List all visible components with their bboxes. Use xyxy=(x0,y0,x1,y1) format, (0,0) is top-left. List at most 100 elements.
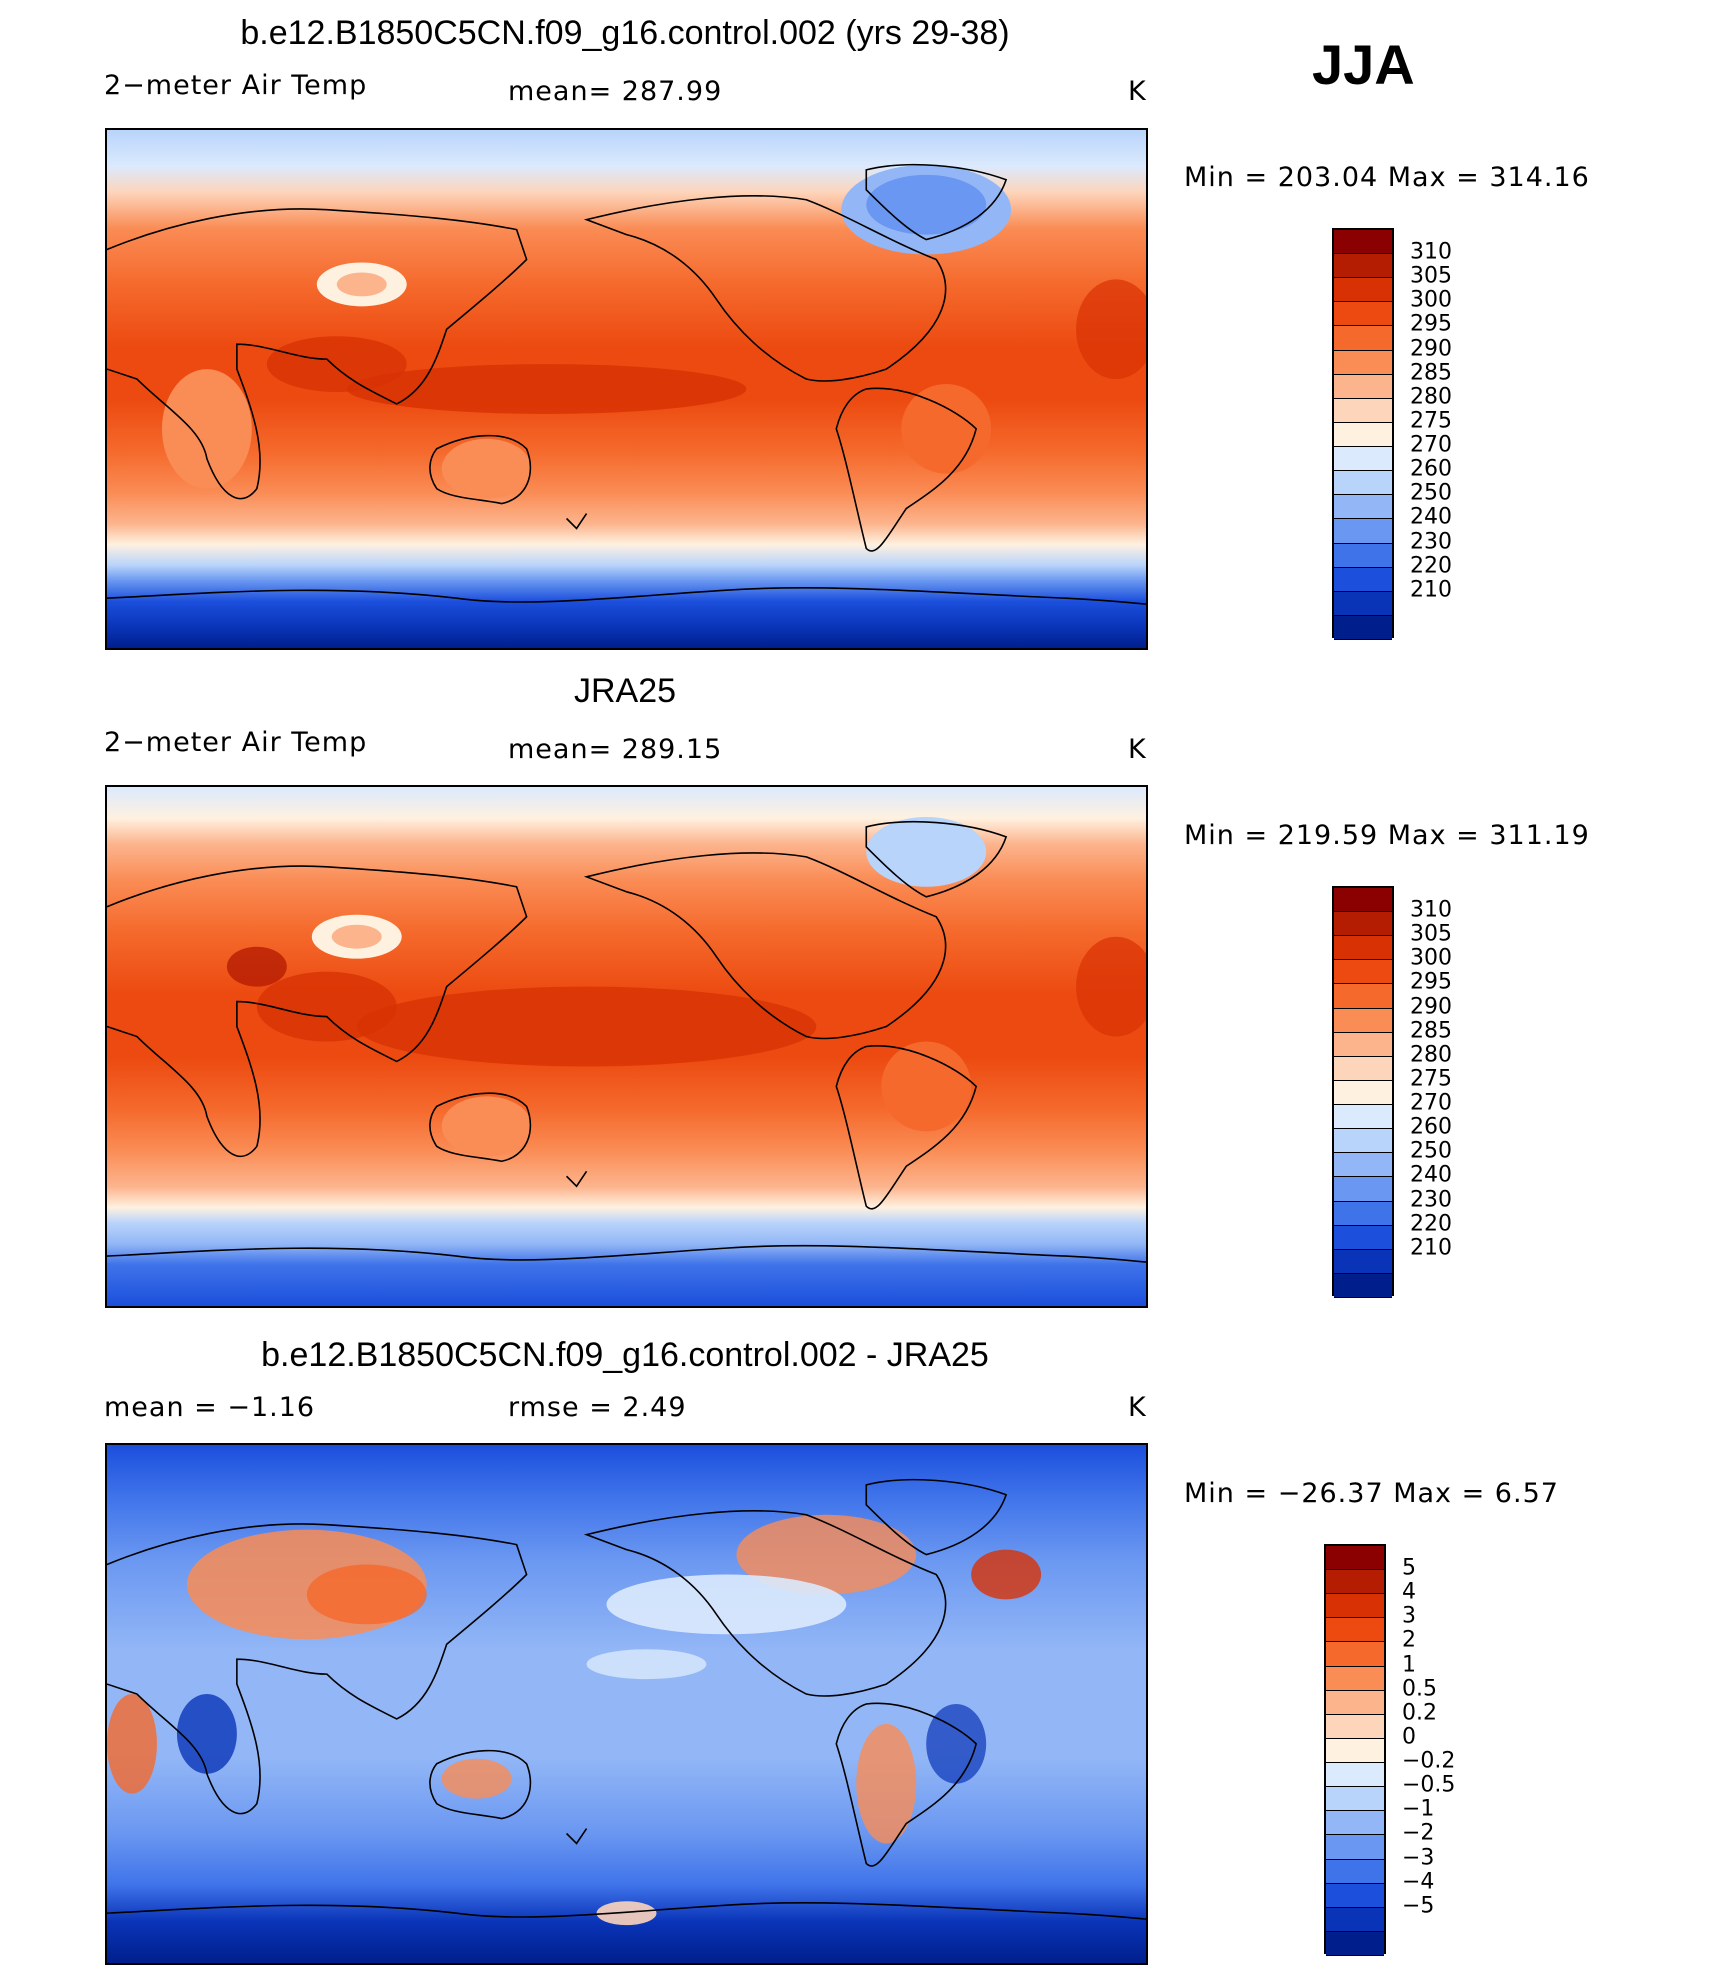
legend-swatch xyxy=(1334,1008,1392,1033)
legend-label: 0 xyxy=(1402,1724,1416,1750)
legend-label: 220 xyxy=(1410,553,1452,579)
panel-3-title: b.e12.B1850C5CN.f09_g16.control.002 - JR… xyxy=(261,1336,989,1374)
legend-swatch xyxy=(1326,1690,1384,1715)
legend-swatch xyxy=(1334,422,1392,448)
legend-label: 250 xyxy=(1410,1138,1452,1164)
legend-bar xyxy=(1332,228,1394,640)
legend-bar xyxy=(1324,1544,1386,1956)
panel-3-minmax: Min = −26.37 Max = 6.57 xyxy=(1184,1478,1559,1509)
legend-label: 3 xyxy=(1402,1603,1416,1629)
panel-2-title: JRA25 xyxy=(573,672,677,710)
legend-swatch xyxy=(1326,1738,1384,1764)
legend-swatch xyxy=(1334,1201,1392,1226)
legend-label: 305 xyxy=(1410,921,1452,947)
legend-swatch xyxy=(1334,519,1392,544)
legend-label: −3 xyxy=(1402,1845,1435,1871)
legend-label: 270 xyxy=(1410,1090,1452,1116)
panel-2-unit-label: K xyxy=(1128,734,1147,765)
panel-1-map xyxy=(105,128,1148,650)
panel-3-rmse-label: rmse = 2.49 xyxy=(508,1392,687,1423)
panel-2-legend: 310 305 300 295 290 285 280 275 270 260 250 240 230 2… xyxy=(1332,886,1452,1298)
legend-label: 230 xyxy=(1410,529,1452,555)
legend-swatch xyxy=(1334,888,1392,913)
panel-2-map xyxy=(105,785,1148,1308)
legend-label: 210 xyxy=(1410,1235,1452,1261)
legend-swatch xyxy=(1326,1546,1384,1571)
legend-swatch xyxy=(1334,1153,1392,1178)
legend-label: 305 xyxy=(1410,263,1452,289)
legend-swatch xyxy=(1334,936,1392,961)
legend-swatch xyxy=(1334,326,1392,351)
legend-label: −0.5 xyxy=(1402,1772,1456,1798)
legend-swatch xyxy=(1326,1883,1384,1908)
season-label: JJA xyxy=(1312,33,1415,96)
legend-swatch xyxy=(1334,984,1392,1009)
panel-1-title: b.e12.B1850C5CN.f09_g16.control.002 (yrs… xyxy=(240,14,1010,52)
legend-label: 280 xyxy=(1410,384,1452,410)
legend-label: −5 xyxy=(1402,1893,1435,1919)
legend-label: −2 xyxy=(1402,1820,1435,1846)
legend-label: 290 xyxy=(1410,994,1452,1020)
legend-swatch xyxy=(1334,374,1392,399)
legend-label: −0.2 xyxy=(1402,1748,1456,1774)
legend-swatch xyxy=(1334,495,1392,520)
legend-swatch xyxy=(1334,1056,1392,1081)
panel-2-variable-label: 2−meter Air Temp xyxy=(104,727,368,758)
legend-label: 295 xyxy=(1410,969,1452,995)
panel-2-map-svg xyxy=(107,787,1146,1306)
legend-swatch xyxy=(1334,1249,1392,1274)
legend-label: 230 xyxy=(1410,1187,1452,1213)
legend-label: 1 xyxy=(1402,1652,1416,1678)
legend-label: 275 xyxy=(1410,408,1452,434)
panel-3-legend: 5 4 3 2 1 0.5 0.2 0 −0.2 −0.5 −1 −2 −3 −4 −5 xyxy=(1324,1544,1455,1956)
legend-swatch xyxy=(1334,350,1392,375)
legend-swatch xyxy=(1326,1666,1384,1691)
legend-label: 250 xyxy=(1410,480,1452,506)
legend-swatch xyxy=(1334,1177,1392,1202)
legend-swatch xyxy=(1326,1811,1384,1836)
legend-swatch xyxy=(1326,1570,1384,1595)
legend-label: 260 xyxy=(1410,456,1452,482)
panel-1-legend: 310 305 300 295 290 285 280 275 270 260 250 240 230 2… xyxy=(1332,228,1452,640)
legend-label: 260 xyxy=(1410,1114,1452,1140)
panel-2-minmax: Min = 219.59 Max = 311.19 xyxy=(1184,820,1590,851)
legend-label: 285 xyxy=(1410,360,1452,386)
legend-swatch xyxy=(1334,960,1392,985)
legend-swatch xyxy=(1326,1835,1384,1860)
legend-swatch xyxy=(1326,1763,1384,1788)
legend-swatch xyxy=(1334,1105,1392,1130)
panel-1-map-svg xyxy=(107,130,1146,648)
legend-swatch xyxy=(1326,1907,1384,1932)
legend-swatch xyxy=(1326,1642,1384,1667)
legend-swatch xyxy=(1334,278,1392,303)
panel-3-map-svg xyxy=(107,1445,1146,1963)
legend-label: 220 xyxy=(1410,1211,1452,1237)
legend-swatch xyxy=(1326,1618,1384,1643)
legend-label: 5 xyxy=(1402,1555,1416,1581)
legend-swatch xyxy=(1334,912,1392,937)
legend-swatch xyxy=(1334,1080,1392,1106)
legend-label: 280 xyxy=(1410,1042,1452,1068)
legend-swatch xyxy=(1334,471,1392,496)
legend-label: 300 xyxy=(1410,287,1452,313)
legend-bar xyxy=(1332,886,1394,1298)
legend-swatch xyxy=(1334,1273,1392,1298)
legend-swatch xyxy=(1326,1859,1384,1884)
panel-2-mean-label: mean= 289.15 xyxy=(508,734,723,765)
legend-label: 285 xyxy=(1410,1018,1452,1044)
legend-swatch xyxy=(1334,302,1392,327)
legend-swatch xyxy=(1334,615,1392,640)
legend-label: 2 xyxy=(1402,1627,1416,1653)
panel-3-map xyxy=(105,1443,1148,1965)
panel-1-variable-label: 2−meter Air Temp xyxy=(104,70,368,101)
legend-swatch xyxy=(1326,1787,1384,1812)
legend-label: 310 xyxy=(1410,239,1452,265)
legend-swatch xyxy=(1326,1594,1384,1619)
legend-swatch xyxy=(1334,567,1392,592)
legend-label: 270 xyxy=(1410,432,1452,458)
legend-label: −1 xyxy=(1402,1796,1435,1822)
legend-label: 240 xyxy=(1410,504,1452,530)
legend-swatch xyxy=(1334,543,1392,568)
legend-label: 295 xyxy=(1410,311,1452,337)
legend-label: 4 xyxy=(1402,1579,1416,1605)
